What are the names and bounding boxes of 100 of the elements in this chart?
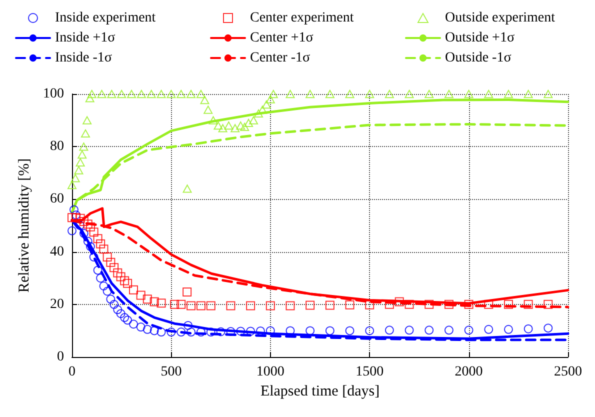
point	[150, 326, 159, 336]
point	[226, 301, 236, 310]
y-tick-label: 0	[57, 350, 64, 364]
point	[424, 90, 434, 98]
point	[70, 174, 80, 182]
point	[258, 106, 267, 114]
point	[444, 326, 454, 335]
point	[196, 301, 206, 310]
point	[96, 274, 106, 283]
point	[89, 252, 98, 262]
point	[224, 121, 234, 130]
point	[97, 90, 106, 98]
point	[86, 222, 95, 232]
point	[444, 300, 454, 309]
point	[182, 184, 192, 193]
point	[484, 300, 494, 309]
point	[244, 118, 254, 128]
legend-label: Center -1σ	[250, 50, 310, 66]
point	[142, 294, 152, 304]
point	[504, 324, 513, 334]
point	[384, 300, 394, 309]
point	[76, 158, 85, 166]
point	[68, 213, 76, 222]
point	[79, 142, 88, 151]
point	[136, 290, 146, 300]
point	[484, 90, 494, 98]
point	[83, 220, 92, 229]
point	[83, 236, 92, 246]
point	[120, 313, 130, 322]
point	[394, 297, 404, 306]
point	[216, 327, 226, 336]
point	[404, 326, 414, 335]
x-tick-label: 1000	[256, 364, 284, 380]
x-tick-label: 500	[160, 364, 182, 380]
point	[69, 205, 78, 214]
point	[365, 90, 374, 98]
point	[384, 326, 394, 335]
point	[68, 226, 76, 236]
point	[75, 221, 84, 230]
point	[544, 300, 553, 309]
point	[116, 272, 126, 282]
point	[266, 95, 275, 104]
x-tick-label: 1500	[356, 364, 384, 380]
point	[78, 150, 87, 159]
y-axis-title: Relative humidity [%]	[16, 158, 33, 293]
y-tick-label: 60	[50, 192, 64, 207]
point	[110, 263, 119, 272]
point	[76, 214, 85, 223]
point	[204, 106, 213, 114]
point	[156, 328, 166, 337]
point	[71, 210, 80, 220]
legend-label: Inside +1σ	[55, 30, 116, 46]
x-tick-label: 0	[68, 364, 76, 380]
point	[240, 122, 250, 131]
point	[182, 288, 192, 297]
point	[176, 300, 186, 309]
point	[236, 121, 246, 130]
point	[123, 278, 132, 288]
point	[110, 300, 119, 309]
point	[85, 94, 94, 102]
point	[504, 300, 513, 309]
point	[404, 90, 414, 98]
point	[345, 300, 354, 310]
legend-label: Inside experiment	[55, 10, 156, 26]
point	[166, 90, 176, 98]
point	[186, 90, 196, 98]
point	[218, 124, 228, 132]
point	[266, 301, 275, 310]
legend-label: Center +1σ	[250, 30, 314, 46]
point	[186, 328, 196, 337]
point	[444, 90, 454, 98]
point	[142, 324, 152, 334]
point	[365, 326, 374, 336]
point	[82, 116, 92, 124]
point	[365, 300, 374, 310]
point	[120, 276, 130, 286]
point	[87, 90, 96, 98]
y-tick-label: 80	[50, 139, 64, 154]
point	[113, 268, 122, 278]
y-tick-label: 40	[50, 244, 64, 260]
point	[236, 326, 246, 336]
point	[249, 116, 258, 124]
point	[107, 90, 116, 98]
point	[86, 242, 95, 252]
point	[544, 90, 553, 98]
point	[170, 300, 180, 309]
point	[79, 228, 88, 238]
point	[79, 217, 88, 226]
point	[306, 90, 315, 98]
point	[286, 90, 295, 98]
point	[196, 90, 206, 98]
point	[345, 326, 354, 336]
point	[71, 213, 80, 222]
point	[208, 116, 218, 124]
point	[176, 328, 186, 337]
point	[404, 300, 414, 309]
point	[102, 286, 112, 296]
point	[96, 239, 106, 248]
point	[286, 301, 295, 310]
point	[99, 282, 108, 290]
